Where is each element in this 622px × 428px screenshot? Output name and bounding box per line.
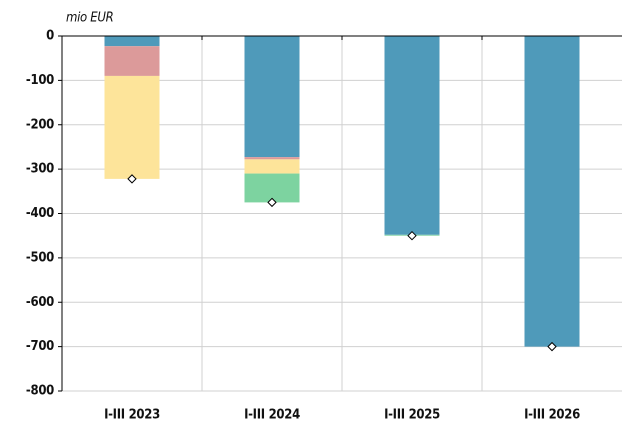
y-tick-label: -300 — [26, 162, 54, 177]
bar-segment — [104, 36, 160, 47]
x-tick-label: I-III 2025 — [384, 408, 440, 423]
bar-segment — [104, 46, 160, 76]
bar-segment — [244, 157, 300, 160]
total-marker — [127, 174, 137, 184]
x-tick-label: I-III 2026 — [524, 408, 580, 423]
y-tick-label: 0 — [46, 29, 54, 44]
y-tick-label: -400 — [26, 206, 54, 221]
total-marker — [267, 197, 277, 208]
bar-segment — [244, 173, 300, 203]
y-tick-label: -700 — [26, 339, 54, 354]
y-axis-unit: mio EUR — [66, 11, 114, 26]
bar-segment — [244, 159, 300, 174]
bar-segment — [244, 36, 300, 158]
y-tick-label: -500 — [26, 250, 54, 265]
x-tick-label: I-III 2023 — [104, 408, 160, 423]
total-marker — [547, 341, 557, 352]
bar-segment — [384, 36, 440, 235]
y-tick-label: -600 — [26, 295, 54, 310]
y-tick-label: -200 — [26, 117, 54, 132]
bar-segment — [104, 75, 160, 179]
bar-segment — [524, 36, 580, 347]
total-marker — [407, 230, 417, 241]
y-tick-label: -100 — [26, 73, 54, 88]
x-tick-label: I-III 2024 — [244, 408, 300, 423]
y-tick-label: -800 — [26, 384, 54, 399]
